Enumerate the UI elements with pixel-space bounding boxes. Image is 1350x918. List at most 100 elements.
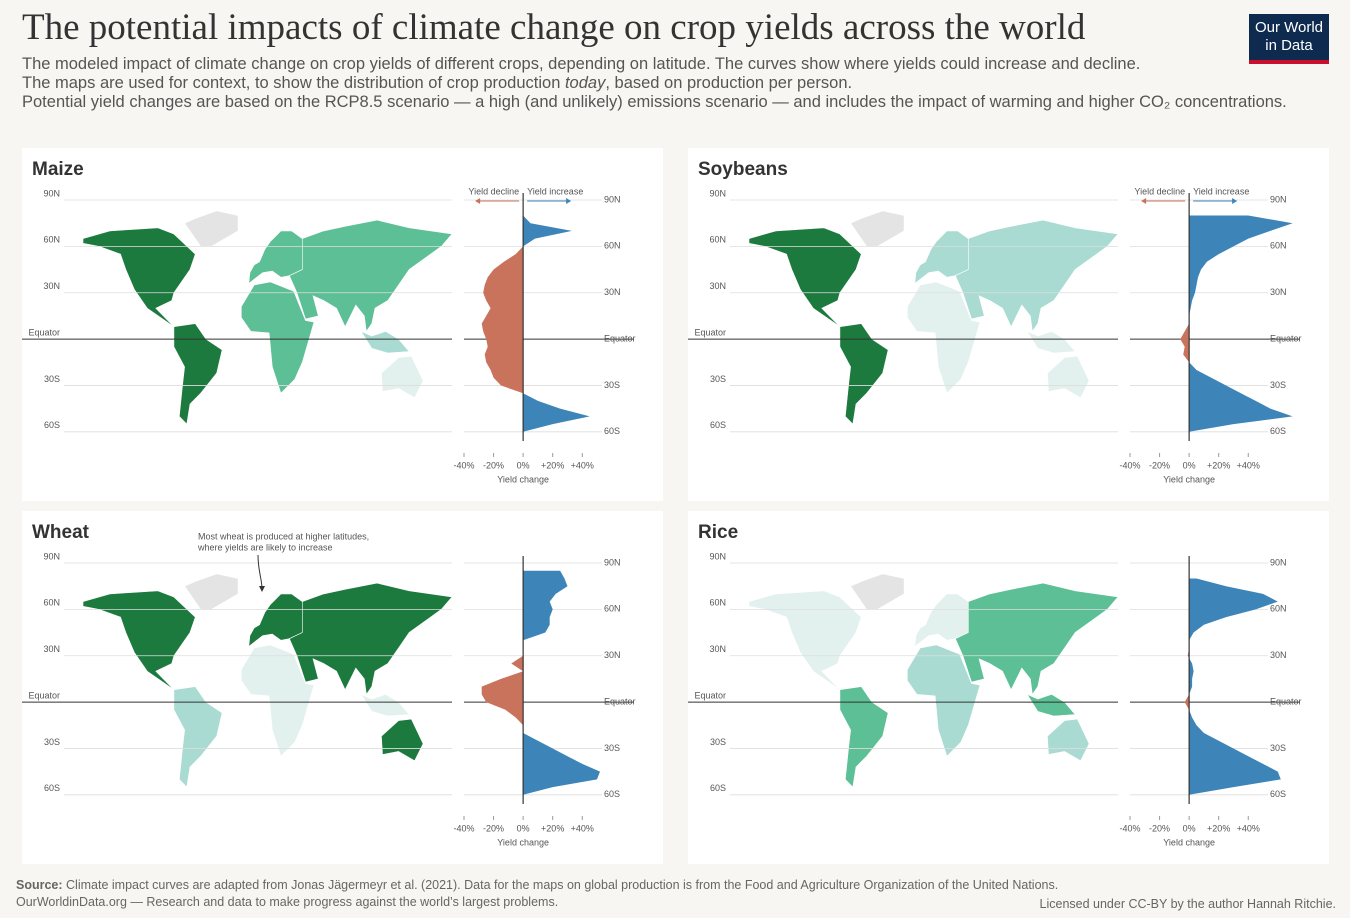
panel: Rice 90N 90N 60N 60N 30N 30N Equator Equator 30S 3… bbox=[688, 511, 1329, 864]
panel: Soybeans 90N 90N 60N 60N 30N 30N Equator Equator… bbox=[688, 148, 1329, 501]
y-tick-label: 30N bbox=[43, 644, 60, 654]
y-tick-label: 60N bbox=[604, 604, 621, 614]
x-tick-label: +20% bbox=[1207, 823, 1230, 833]
curve-decrease bbox=[481, 570, 524, 795]
map-region bbox=[381, 355, 424, 399]
y-tick-label: Equator bbox=[28, 690, 60, 700]
map-region bbox=[955, 582, 1119, 696]
chart: Rice 90N 90N 60N 60N 30N 30N Equator Equator 30S 3… bbox=[688, 522, 1302, 847]
y-tick-label: 30N bbox=[709, 644, 726, 654]
y-tick-label: 90N bbox=[604, 194, 621, 204]
annotation: where yields are likely to increase bbox=[197, 542, 333, 552]
subtitle-italic: today bbox=[564, 74, 606, 92]
chart: Soybeans 90N 90N 60N 60N 30N 30N Equator Equator… bbox=[688, 159, 1302, 484]
y-tick-label: 90N bbox=[709, 188, 726, 198]
map-region bbox=[184, 573, 239, 610]
y-tick-label: 60S bbox=[44, 783, 60, 793]
subtitle-text: , based on production per person. bbox=[605, 74, 853, 92]
y-tick-label: 60S bbox=[44, 420, 60, 430]
license: Licensed under CC-BY by the author Hanna… bbox=[1039, 897, 1336, 911]
map-region bbox=[82, 227, 196, 327]
y-tick-label: 30S bbox=[710, 737, 726, 747]
y-tick-label: Equator bbox=[1270, 333, 1302, 343]
panel-title: Maize bbox=[32, 159, 84, 180]
x-axis-title: Yield change bbox=[497, 474, 549, 484]
y-tick-label: 60N bbox=[1270, 241, 1287, 251]
subtitle: The maps are used for context, to show t… bbox=[22, 74, 852, 93]
legend-decline: Yield decline bbox=[468, 186, 519, 196]
y-tick-label: 30N bbox=[709, 281, 726, 291]
map-region bbox=[289, 582, 453, 696]
map-region bbox=[248, 593, 303, 648]
y-tick-label: 60N bbox=[709, 235, 726, 245]
subtitle: Potential yield changes are based on the… bbox=[22, 93, 1287, 111]
legend-arrowhead bbox=[1232, 198, 1238, 204]
x-tick-label: 0% bbox=[1183, 460, 1196, 470]
panel: Wheat 90N 90N 60N 60N 30N 30N Equator Equator 30S… bbox=[22, 511, 663, 864]
map-region bbox=[381, 718, 424, 762]
map-region bbox=[241, 644, 315, 757]
y-tick-label: 30N bbox=[604, 650, 621, 660]
source-label: Source: bbox=[16, 878, 63, 892]
map-region bbox=[248, 230, 303, 285]
legend-increase: Yield increase bbox=[527, 186, 583, 196]
y-tick-label: 30N bbox=[1270, 287, 1287, 297]
legend-increase: Yield increase bbox=[1193, 186, 1249, 196]
x-tick-label: +20% bbox=[1207, 460, 1230, 470]
x-tick-label: +40% bbox=[1237, 823, 1260, 833]
map-region bbox=[82, 590, 196, 690]
y-tick-label: 60S bbox=[604, 426, 620, 436]
panel: Maize 90N 90N 60N 60N 30N 30N Equator Equator 30S… bbox=[22, 148, 663, 501]
y-tick-label: 30S bbox=[604, 380, 620, 390]
y-tick-label: 60S bbox=[1270, 426, 1286, 436]
map-region bbox=[184, 210, 239, 247]
y-tick-label: 90N bbox=[709, 551, 726, 561]
y-tick-label: 30S bbox=[44, 737, 60, 747]
y-tick-label: 30N bbox=[43, 281, 60, 291]
curve-increase bbox=[523, 215, 590, 432]
y-tick-label: 60N bbox=[709, 598, 726, 608]
x-tick-label: -20% bbox=[483, 823, 504, 833]
y-tick-label: 90N bbox=[604, 557, 621, 567]
map-region bbox=[748, 590, 862, 690]
x-tick-label: -20% bbox=[1149, 460, 1170, 470]
y-tick-label: Equator bbox=[604, 696, 636, 706]
annotation-arrowhead bbox=[259, 586, 265, 592]
y-tick-label: 60S bbox=[604, 789, 620, 799]
curve-increase bbox=[1189, 215, 1293, 432]
map-region bbox=[289, 219, 453, 333]
logo[interactable]: Our World in Data bbox=[1249, 14, 1329, 64]
x-tick-label: 0% bbox=[1183, 823, 1196, 833]
x-axis-title: Yield change bbox=[1163, 837, 1215, 847]
y-tick-label: Equator bbox=[694, 327, 726, 337]
legend-decline: Yield decline bbox=[1134, 186, 1185, 196]
map-region bbox=[907, 644, 981, 757]
x-tick-label: -40% bbox=[453, 460, 474, 470]
curve-increase bbox=[523, 570, 600, 795]
x-tick-label: +20% bbox=[541, 460, 564, 470]
site[interactable]: OurWorldinData.org — Research and data t… bbox=[16, 895, 559, 909]
y-tick-label: 30N bbox=[604, 287, 621, 297]
y-tick-label: 30S bbox=[1270, 743, 1286, 753]
map-region bbox=[241, 281, 315, 394]
source: Source: Climate impact curves are adapte… bbox=[16, 878, 1058, 892]
map-region bbox=[955, 219, 1119, 333]
map-region bbox=[748, 227, 862, 327]
map-region bbox=[360, 330, 410, 354]
chart: Wheat 90N 90N 60N 60N 30N 30N Equator Equator 30S… bbox=[22, 522, 636, 847]
x-tick-label: +40% bbox=[1237, 460, 1260, 470]
map-region bbox=[907, 281, 981, 394]
curve-decrease bbox=[481, 215, 524, 432]
map-region bbox=[914, 593, 969, 648]
y-tick-label: 60S bbox=[710, 783, 726, 793]
x-tick-label: -40% bbox=[1119, 460, 1140, 470]
map-region bbox=[850, 210, 905, 247]
legend-arrowhead bbox=[475, 198, 481, 204]
y-tick-label: 60N bbox=[1270, 604, 1287, 614]
x-tick-label: -20% bbox=[1149, 823, 1170, 833]
x-tick-label: -20% bbox=[483, 460, 504, 470]
map-region bbox=[914, 230, 969, 285]
map-region bbox=[1026, 693, 1076, 717]
x-tick-label: -40% bbox=[1119, 823, 1140, 833]
legend-arrowhead bbox=[1141, 198, 1147, 204]
